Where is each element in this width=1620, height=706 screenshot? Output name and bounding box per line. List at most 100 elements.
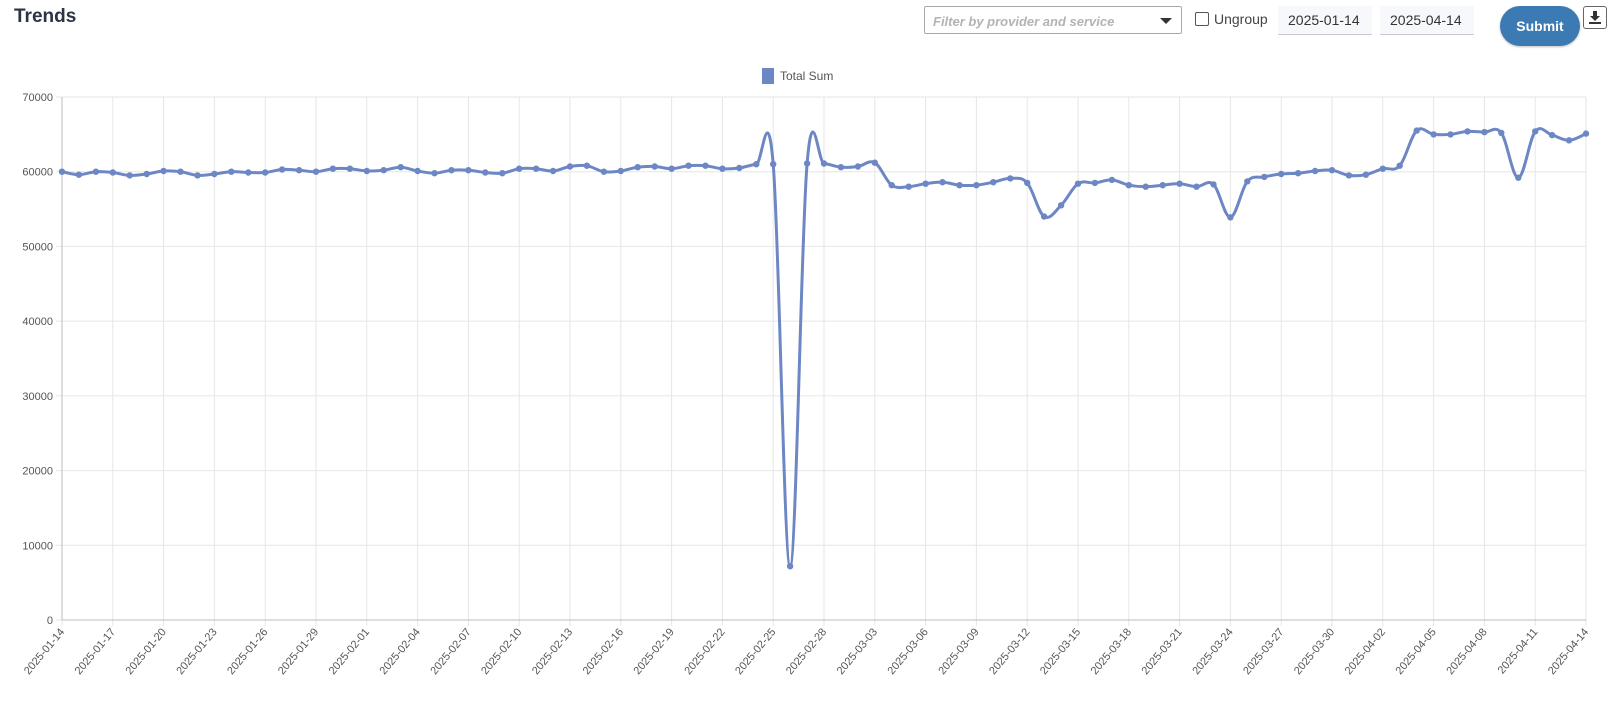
- data-point[interactable]: [871, 159, 878, 166]
- data-point[interactable]: [1023, 179, 1031, 187]
- chevron-down-icon[interactable]: [1160, 18, 1172, 24]
- data-point[interactable]: [1582, 130, 1590, 137]
- data-point[interactable]: [1091, 179, 1099, 187]
- chart-legend[interactable]: Total Sum: [762, 68, 833, 84]
- ungroup-checkbox[interactable]: [1195, 12, 1209, 26]
- data-point[interactable]: [346, 165, 354, 172]
- data-point[interactable]: [482, 169, 489, 176]
- data-point[interactable]: [58, 168, 66, 175]
- data-point[interactable]: [1447, 131, 1454, 138]
- data-point[interactable]: [922, 180, 929, 187]
- data-point[interactable]: [245, 169, 252, 176]
- data-point[interactable]: [363, 167, 370, 175]
- data-point[interactable]: [1227, 214, 1234, 221]
- data-point[interactable]: [109, 169, 117, 176]
- data-point[interactable]: [651, 163, 658, 170]
- data-point[interactable]: [719, 165, 726, 172]
- data-point[interactable]: [1040, 213, 1048, 220]
- data-point[interactable]: [92, 168, 100, 175]
- data-point[interactable]: [1176, 180, 1183, 187]
- data-point[interactable]: [1244, 178, 1251, 185]
- submit-button[interactable]: Submit: [1500, 6, 1580, 46]
- data-point[interactable]: [1430, 131, 1437, 138]
- data-point[interactable]: [1108, 176, 1116, 184]
- data-point[interactable]: [1328, 167, 1336, 174]
- data-point[interactable]: [1345, 172, 1353, 179]
- start-date-input[interactable]: 2025-01-14: [1278, 6, 1372, 35]
- end-date-input[interactable]: 2025-04-14: [1380, 6, 1474, 35]
- data-point[interactable]: [600, 168, 608, 175]
- data-point[interactable]: [1007, 175, 1014, 182]
- data-point[interactable]: [1261, 173, 1268, 181]
- data-point[interactable]: [532, 165, 540, 172]
- data-point[interactable]: [549, 167, 557, 175]
- data-point[interactable]: [1464, 128, 1471, 135]
- data-point[interactable]: [1532, 128, 1539, 135]
- data-point[interactable]: [566, 163, 574, 170]
- data-point[interactable]: [143, 170, 150, 178]
- data-point[interactable]: [516, 165, 523, 172]
- data-point[interactable]: [228, 168, 235, 175]
- data-point[interactable]: [973, 182, 980, 189]
- data-point[interactable]: [1413, 127, 1420, 134]
- data-point[interactable]: [448, 167, 455, 174]
- data-point[interactable]: [160, 167, 167, 175]
- data-point[interactable]: [1142, 183, 1149, 190]
- data-point[interactable]: [1159, 182, 1166, 189]
- data-point[interactable]: [1210, 181, 1217, 188]
- data-point[interactable]: [770, 161, 777, 168]
- data-point[interactable]: [1498, 129, 1505, 137]
- data-point[interactable]: [1278, 170, 1285, 178]
- data-point[interactable]: [329, 165, 337, 172]
- data-point[interactable]: [194, 172, 201, 179]
- data-point[interactable]: [1294, 170, 1302, 177]
- data-point[interactable]: [617, 167, 624, 175]
- data-point[interactable]: [1396, 162, 1403, 169]
- data-point[interactable]: [1379, 165, 1387, 172]
- data-point[interactable]: [431, 170, 438, 177]
- data-point[interactable]: [1125, 182, 1133, 189]
- data-point[interactable]: [990, 179, 997, 186]
- data-point[interactable]: [295, 167, 303, 174]
- data-point[interactable]: [1057, 202, 1065, 209]
- data-point[interactable]: [583, 162, 591, 169]
- data-point[interactable]: [939, 179, 946, 186]
- provider-service-filter[interactable]: Filter by provider and service: [924, 6, 1182, 34]
- data-point[interactable]: [75, 171, 83, 178]
- data-point[interactable]: [312, 168, 320, 175]
- data-point[interactable]: [668, 165, 675, 172]
- data-point[interactable]: [177, 168, 184, 175]
- data-point[interactable]: [786, 563, 794, 570]
- data-point[interactable]: [1193, 183, 1200, 190]
- data-point[interactable]: [397, 164, 404, 171]
- data-point[interactable]: [905, 183, 912, 190]
- data-point[interactable]: [1362, 171, 1370, 178]
- data-point[interactable]: [837, 164, 845, 171]
- data-point[interactable]: [465, 167, 472, 174]
- data-point[interactable]: [956, 182, 963, 189]
- data-point[interactable]: [262, 169, 269, 176]
- data-point[interactable]: [702, 162, 709, 169]
- data-point[interactable]: [1074, 180, 1082, 187]
- data-point[interactable]: [278, 166, 286, 173]
- data-point[interactable]: [1311, 167, 1319, 175]
- data-point[interactable]: [499, 170, 506, 177]
- data-point[interactable]: [1515, 174, 1522, 181]
- download-button[interactable]: [1583, 6, 1607, 29]
- data-point[interactable]: [803, 160, 811, 167]
- data-point[interactable]: [1481, 128, 1488, 136]
- data-point[interactable]: [414, 167, 421, 175]
- data-point[interactable]: [736, 164, 743, 172]
- data-point[interactable]: [1548, 131, 1556, 139]
- data-point[interactable]: [126, 172, 133, 179]
- data-point[interactable]: [634, 164, 641, 171]
- ungroup-toggle[interactable]: Ungroup: [1195, 11, 1268, 27]
- data-point[interactable]: [753, 161, 760, 168]
- data-point[interactable]: [685, 162, 692, 169]
- data-point[interactable]: [854, 163, 862, 170]
- data-point[interactable]: [211, 170, 218, 178]
- data-point[interactable]: [380, 167, 387, 174]
- data-point[interactable]: [888, 182, 895, 189]
- data-point[interactable]: [1565, 137, 1573, 144]
- data-point[interactable]: [820, 160, 828, 167]
